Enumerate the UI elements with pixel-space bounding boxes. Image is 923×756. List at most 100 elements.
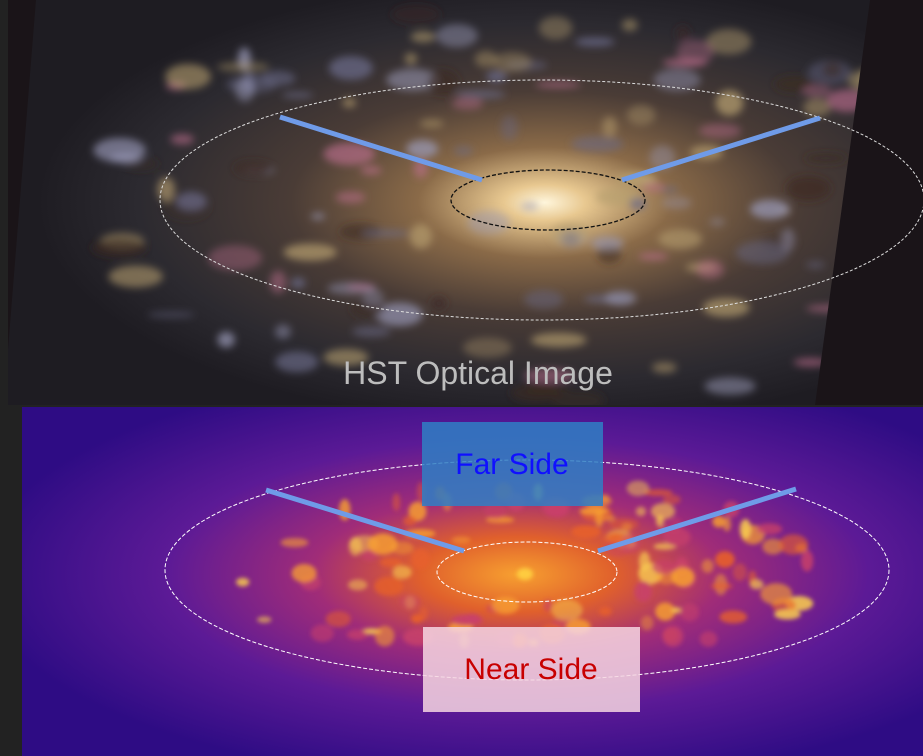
label-box xyxy=(422,422,603,506)
texture xyxy=(661,196,692,210)
texture xyxy=(715,90,744,116)
texture xyxy=(398,594,421,610)
texture xyxy=(626,105,656,126)
texture xyxy=(607,533,624,544)
texture xyxy=(535,81,581,88)
texture xyxy=(652,559,676,575)
texture xyxy=(634,581,653,603)
texture xyxy=(269,270,287,294)
texture xyxy=(392,565,412,579)
texture xyxy=(451,97,484,110)
texture xyxy=(517,568,533,580)
texture xyxy=(821,61,843,79)
texture xyxy=(604,290,637,306)
texture xyxy=(404,52,418,65)
texture xyxy=(406,139,439,158)
texture xyxy=(217,331,235,348)
texture xyxy=(175,192,207,211)
texture xyxy=(93,138,146,163)
texture xyxy=(543,599,553,612)
texture xyxy=(339,223,381,241)
texture xyxy=(280,537,309,548)
texture xyxy=(626,480,650,497)
texture xyxy=(453,146,474,156)
texture xyxy=(704,377,756,395)
texture xyxy=(778,534,809,555)
texture xyxy=(709,217,725,227)
texture xyxy=(216,61,270,72)
texture xyxy=(658,229,702,249)
texture xyxy=(408,501,427,522)
texture xyxy=(170,134,195,145)
texture xyxy=(483,501,508,520)
texture xyxy=(561,231,581,248)
texture xyxy=(739,519,752,540)
texture xyxy=(524,290,564,309)
texture xyxy=(346,283,376,291)
texture xyxy=(391,4,441,25)
texture xyxy=(732,563,747,581)
texture xyxy=(474,50,498,68)
texture xyxy=(603,515,616,522)
texture xyxy=(524,368,576,383)
texture xyxy=(390,541,414,555)
texture xyxy=(374,625,395,647)
texture xyxy=(571,136,624,153)
texture xyxy=(715,551,735,568)
texture xyxy=(257,616,272,624)
texture xyxy=(671,607,682,614)
texture xyxy=(335,191,366,204)
texture xyxy=(235,78,255,102)
texture xyxy=(451,614,483,626)
texture xyxy=(621,522,633,532)
texture xyxy=(351,326,391,337)
texture xyxy=(803,98,831,117)
texture xyxy=(800,550,814,572)
inner-ellipse xyxy=(436,541,618,603)
texture xyxy=(290,277,306,289)
texture xyxy=(671,567,695,587)
axis-line xyxy=(279,114,483,183)
texture xyxy=(323,142,376,166)
texture xyxy=(361,230,411,237)
texture xyxy=(676,39,715,65)
texture xyxy=(621,19,638,32)
texture xyxy=(419,119,444,128)
texture xyxy=(392,493,401,511)
texture xyxy=(712,515,726,528)
texture xyxy=(538,16,573,40)
texture xyxy=(236,577,250,587)
texture xyxy=(325,611,351,628)
texture xyxy=(403,515,417,527)
texture xyxy=(500,115,519,141)
texture xyxy=(451,536,471,544)
texture xyxy=(455,89,506,99)
texture xyxy=(165,63,212,90)
texture xyxy=(698,123,742,139)
texture xyxy=(375,302,423,327)
texture xyxy=(760,583,793,606)
texture xyxy=(653,68,701,92)
texture xyxy=(310,624,334,642)
texture xyxy=(463,337,512,358)
texture xyxy=(147,311,195,318)
texture xyxy=(379,557,402,568)
texture xyxy=(662,625,684,647)
texture xyxy=(510,382,561,403)
texture xyxy=(411,548,430,570)
texture xyxy=(642,182,665,192)
label-box xyxy=(423,627,640,712)
texture xyxy=(348,536,362,556)
far-side-label: Far Side xyxy=(455,448,568,481)
texture xyxy=(735,240,790,265)
texture xyxy=(571,525,602,539)
texture xyxy=(328,56,373,80)
texture xyxy=(520,202,539,211)
texture xyxy=(638,551,651,572)
texture xyxy=(663,527,691,547)
texture xyxy=(579,507,609,516)
texture xyxy=(710,583,733,590)
texture xyxy=(655,602,676,621)
texture xyxy=(310,212,326,220)
inner-ellipse xyxy=(450,169,646,231)
